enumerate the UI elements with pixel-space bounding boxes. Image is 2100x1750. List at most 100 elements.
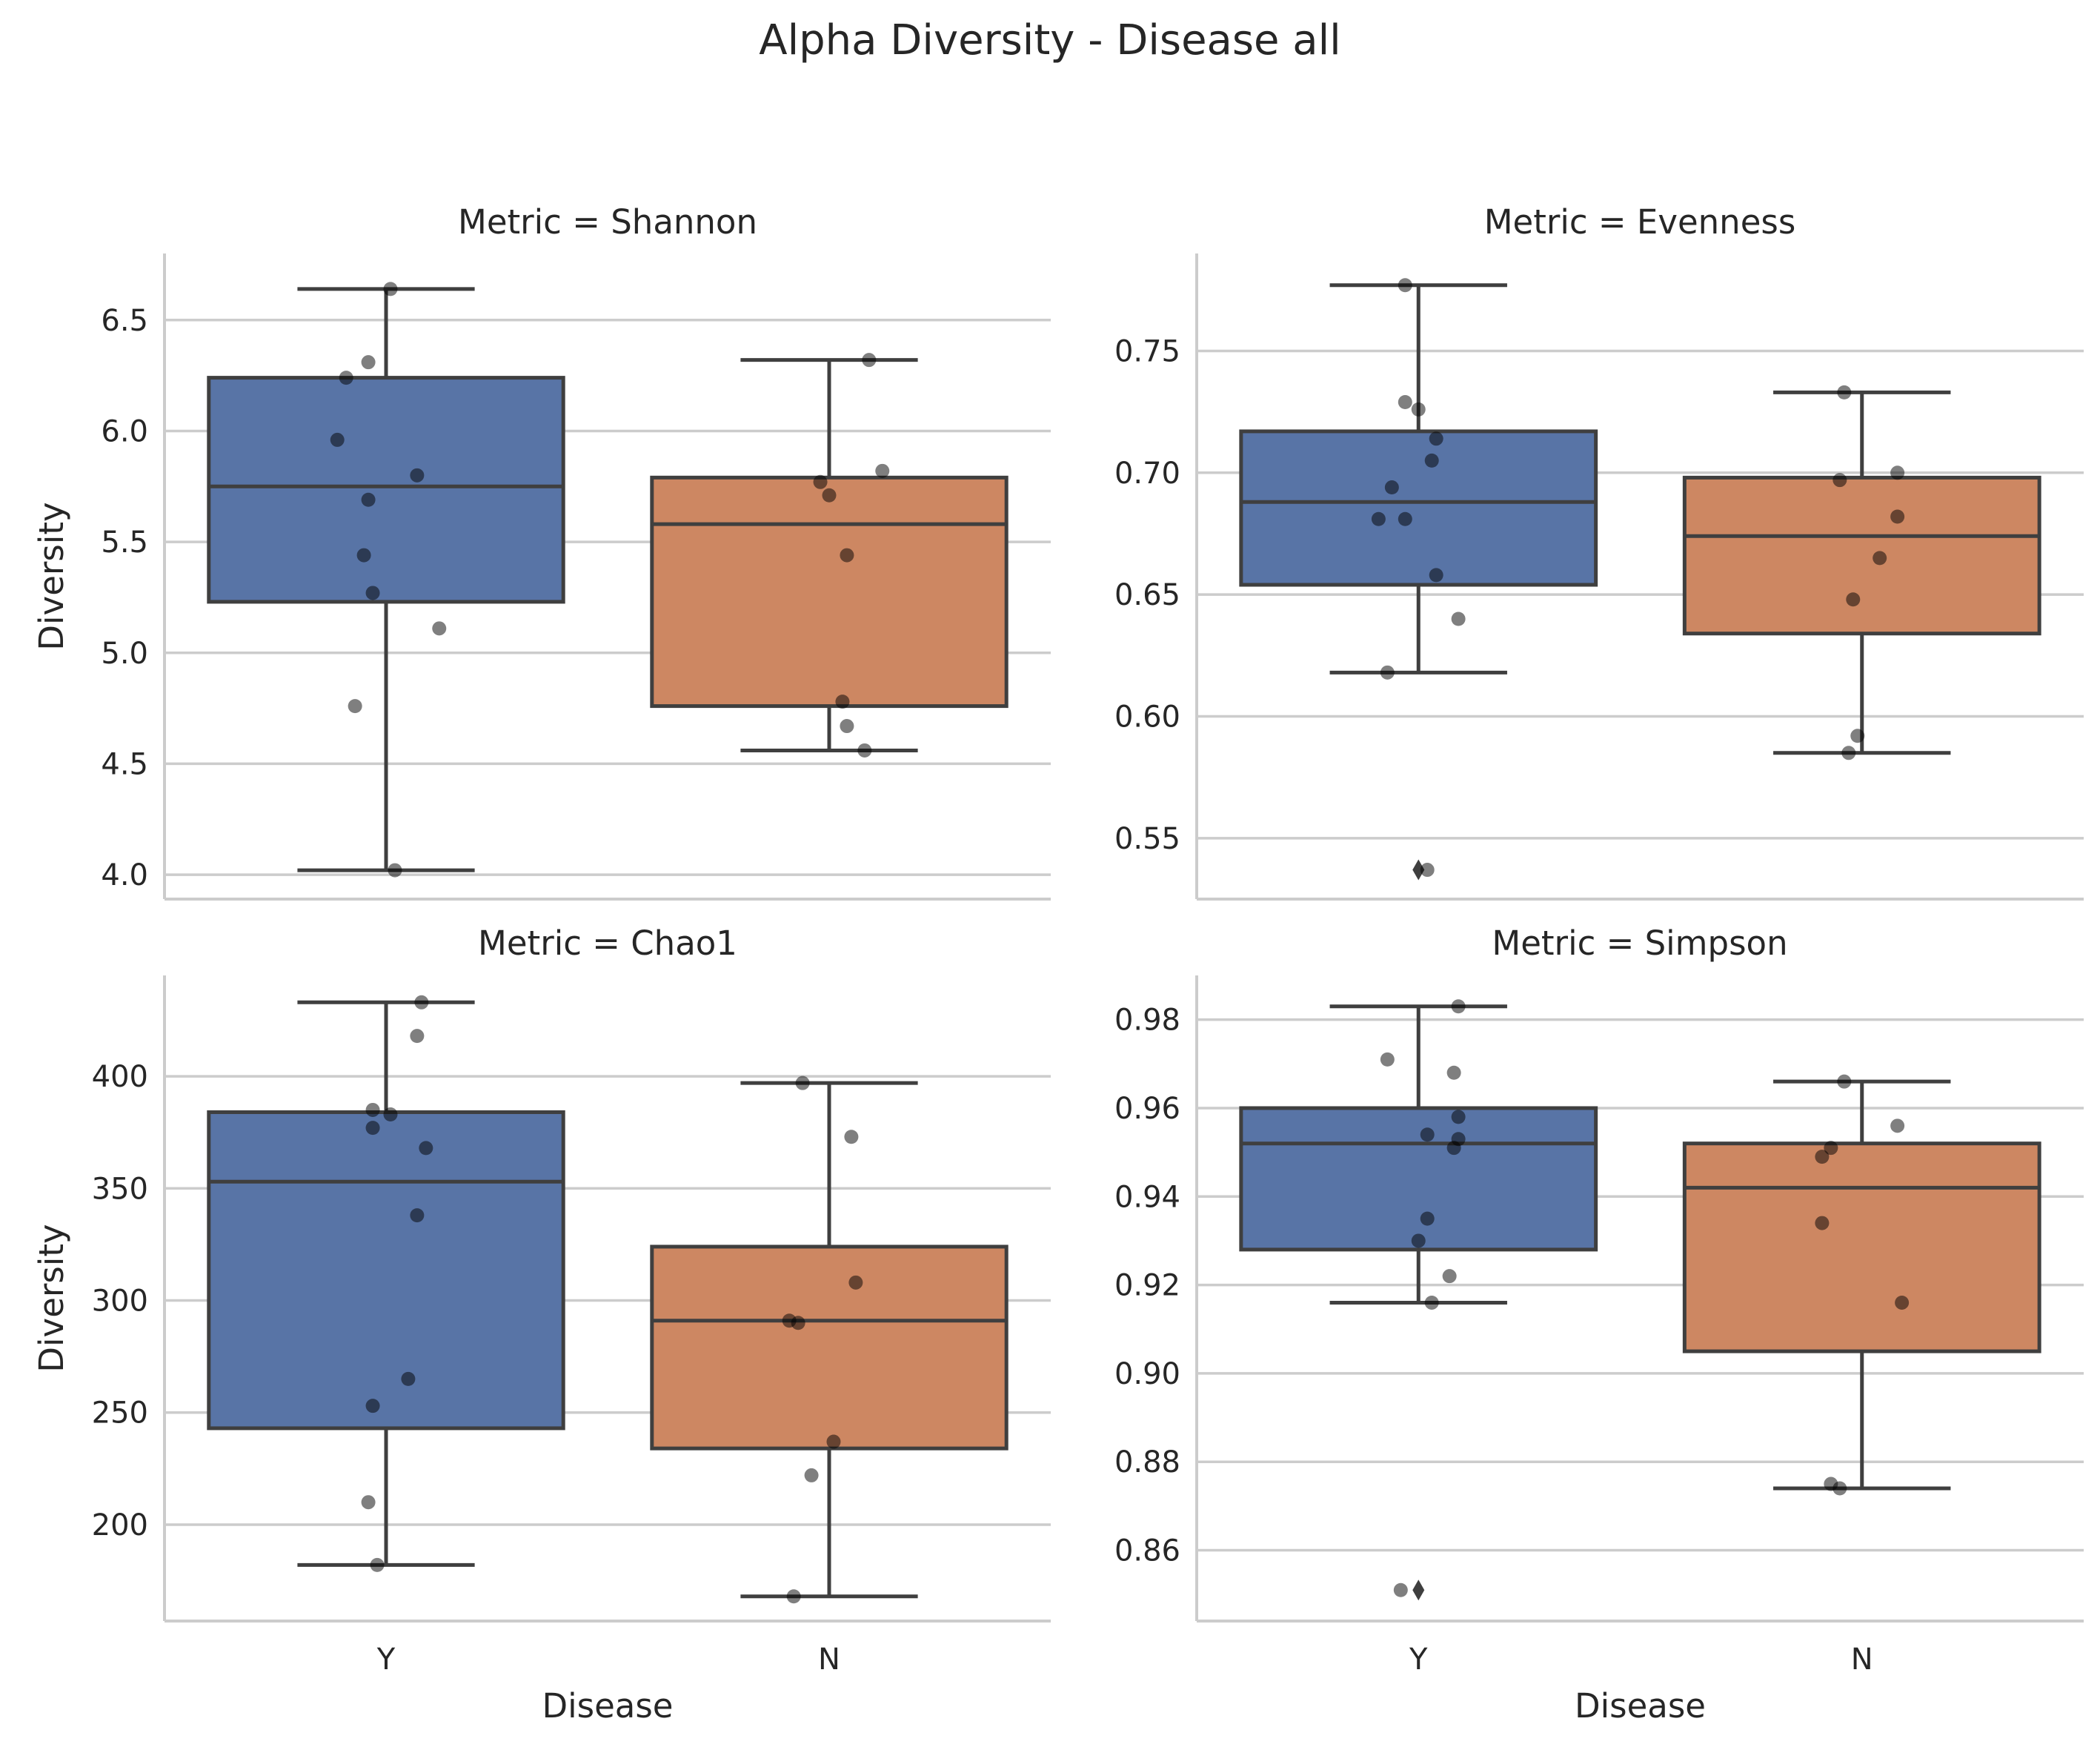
box-n <box>650 358 1009 752</box>
data-point <box>786 1589 801 1604</box>
data-point <box>361 492 376 507</box>
panel-metric-evenness: Metric = Evenness 0.55 0.60 0.65 0.70 0.75 <box>1114 202 2084 901</box>
data-point <box>365 1121 380 1136</box>
data-point <box>348 699 362 714</box>
panel-metric-chao1: Metric = Chao1 200 250 300 350 400 Y N Disease Di… <box>32 924 1051 1726</box>
data-point <box>1841 746 1856 760</box>
y-tick-label: 0.94 <box>1114 1180 1180 1214</box>
box-y <box>1239 283 1598 881</box>
data-point <box>1890 1118 1905 1133</box>
data-point <box>1832 1481 1847 1496</box>
y-tick-label: 4.5 <box>101 747 148 781</box>
data-point <box>1890 509 1905 524</box>
data-point <box>1846 592 1861 607</box>
y-tick-label: 0.86 <box>1114 1534 1180 1568</box>
data-point <box>862 353 877 368</box>
y-tick-label: 0.55 <box>1114 822 1180 856</box>
box-n <box>650 1081 1009 1599</box>
data-point <box>1411 402 1426 417</box>
x-tick-label: Y <box>1409 1643 1428 1677</box>
x-tick-label: N <box>1851 1643 1873 1677</box>
data-point <box>1393 1582 1408 1597</box>
data-point <box>432 621 447 636</box>
figure-title: Alpha Diversity - Disease all <box>759 16 1340 64</box>
data-point <box>410 1208 425 1223</box>
data-point <box>361 355 376 370</box>
data-point <box>383 1107 398 1122</box>
iqr-box <box>650 1244 1009 1451</box>
data-point <box>791 1316 805 1330</box>
data-point <box>1398 511 1412 526</box>
iqr-box <box>1682 1141 2041 1353</box>
data-point <box>1850 729 1865 743</box>
data-point <box>1446 1141 1461 1156</box>
data-point <box>1371 511 1386 526</box>
data-point <box>419 1141 433 1156</box>
data-point <box>365 586 380 600</box>
data-point <box>1424 1295 1439 1310</box>
y-tick-label: 0.92 <box>1114 1269 1180 1303</box>
y-tick-label: 250 <box>92 1396 148 1431</box>
data-point <box>840 719 854 734</box>
y-tick-label: 0.90 <box>1114 1357 1180 1391</box>
iqr-box <box>650 475 1009 709</box>
panel-title: Metric = Evenness <box>1484 202 1796 242</box>
data-point <box>840 548 854 563</box>
y-tick-label: 5.5 <box>101 526 148 560</box>
box-n <box>1682 390 2041 755</box>
outlier-marker <box>1412 859 1425 881</box>
data-point <box>1420 863 1435 878</box>
data-point <box>835 695 850 709</box>
x-axis-label: Disease <box>542 1686 674 1726</box>
y-tick-label: 4.0 <box>101 858 148 892</box>
box-y <box>207 1000 565 1567</box>
data-point <box>826 1434 841 1449</box>
box-y <box>207 287 565 872</box>
data-point <box>1837 385 1852 400</box>
data-point <box>1420 1211 1435 1226</box>
outlier-marker <box>1412 1580 1425 1601</box>
data-point <box>1380 665 1395 680</box>
iqr-box <box>1682 475 2041 636</box>
data-point <box>1411 1233 1426 1248</box>
data-point <box>1398 278 1412 293</box>
panel-title: Metric = Shannon <box>458 202 757 242</box>
x-tick-label: Y <box>376 1643 396 1677</box>
y-tick-label: 200 <box>92 1508 148 1542</box>
data-point <box>1451 611 1466 626</box>
panel-title: Metric = Chao1 <box>478 924 737 963</box>
y-tick-label: 0.96 <box>1114 1092 1180 1126</box>
y-tick-label: 0.98 <box>1114 1004 1180 1038</box>
data-point <box>1446 1065 1461 1080</box>
y-axis-label: Diversity <box>32 1224 71 1372</box>
x-axis-label: Disease <box>1575 1686 1706 1726</box>
data-point <box>1420 1127 1435 1142</box>
y-tick-label: 5.0 <box>101 637 148 671</box>
data-point <box>1824 1141 1838 1156</box>
data-point <box>857 743 872 758</box>
data-point <box>1429 568 1443 583</box>
data-point <box>1442 1269 1457 1284</box>
data-point <box>875 463 890 478</box>
data-point <box>1815 1150 1830 1164</box>
iqr-box <box>1239 429 1598 587</box>
data-point <box>401 1371 416 1386</box>
data-point <box>1837 1074 1852 1089</box>
panel-metric-shannon: Metric = Shannon 4.0 4.5 5.0 5.5 6.0 6.5 Divers… <box>32 202 1051 901</box>
data-point <box>383 282 398 296</box>
data-point <box>795 1075 810 1090</box>
data-point <box>1380 1052 1395 1067</box>
data-point <box>414 995 429 1010</box>
data-point <box>356 548 371 563</box>
data-point <box>1451 1110 1466 1124</box>
data-point <box>822 488 837 503</box>
data-point <box>370 1557 385 1572</box>
y-tick-label: 350 <box>92 1172 148 1206</box>
y-axis-label: Diversity <box>32 502 71 650</box>
y-tick-label: 0.88 <box>1114 1445 1180 1479</box>
data-point <box>410 468 425 483</box>
y-tick-label: 0.65 <box>1114 578 1180 612</box>
box-y <box>1239 1004 1598 1601</box>
y-tick-label: 0.60 <box>1114 700 1180 734</box>
